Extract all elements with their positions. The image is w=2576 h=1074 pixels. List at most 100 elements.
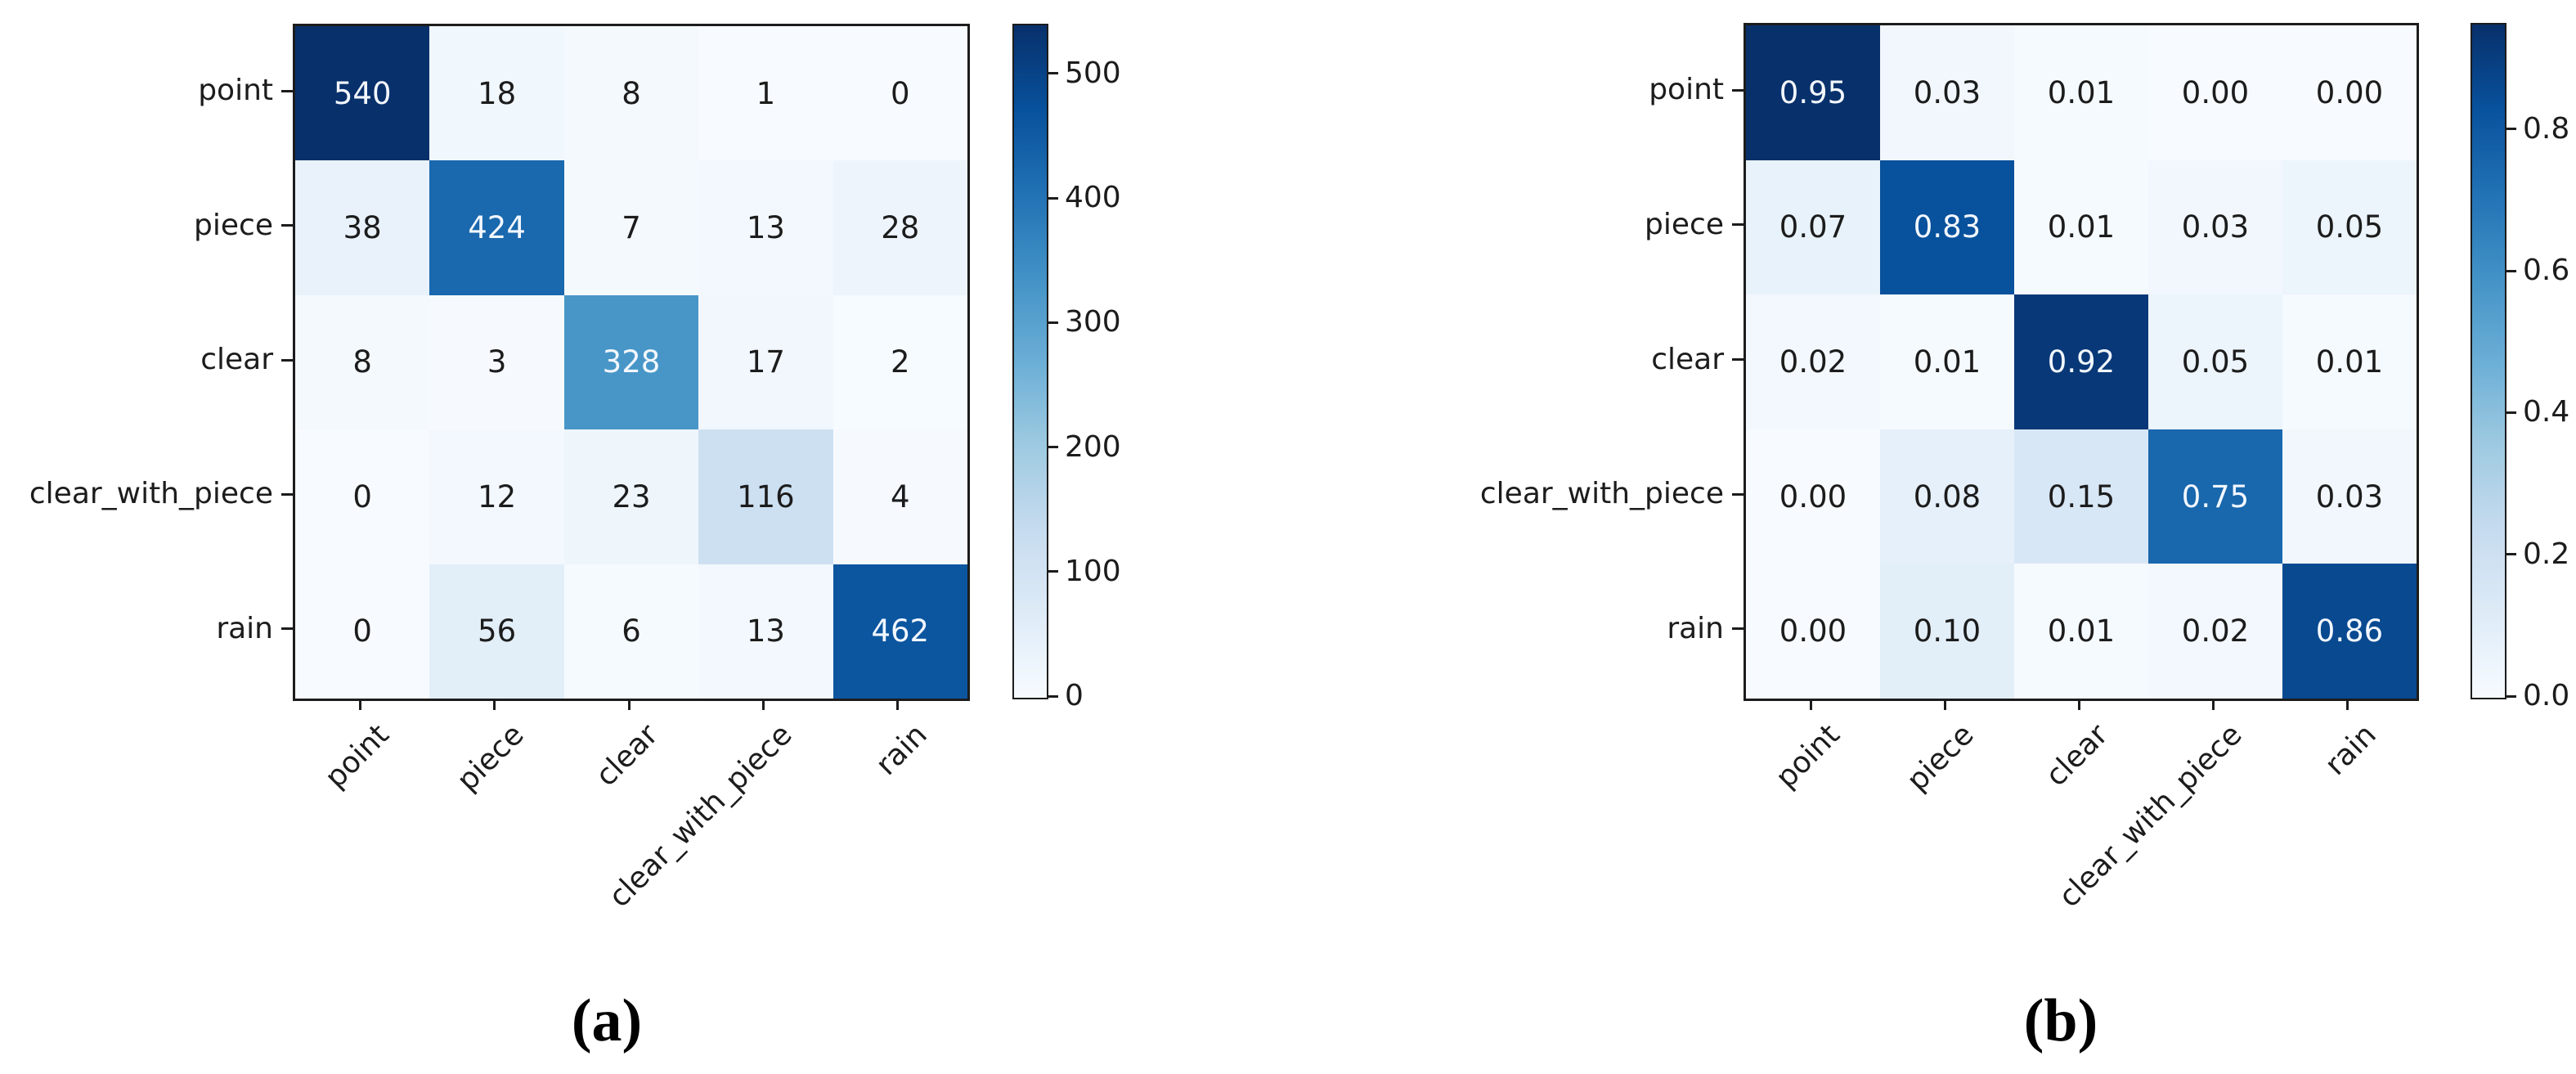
matrix-cell: 0.03 [2148, 160, 2282, 295]
matrix-cell: 8 [563, 26, 699, 161]
matrix-cell: 0 [295, 564, 430, 699]
heatmap-grid: 540 18 8 1 0 38 424 7 13 28 8 3 328 17 2 0 12 23 116 4 0 56 6 1… [293, 24, 970, 701]
matrix-cell: 56 [429, 564, 564, 699]
x-tick-mark [2077, 699, 2080, 710]
colorbar-tick-label: 0.2 [2523, 537, 2570, 571]
matrix-cell: 13 [698, 160, 833, 295]
y-tick-mark [1732, 492, 1744, 496]
y-tick-label: piece [1645, 207, 1724, 241]
colorbar-tick-mark [2506, 128, 2516, 131]
matrix-cell: 0.00 [1746, 564, 1880, 699]
matrix-cell: 0.01 [2014, 25, 2148, 160]
colorbar-tick-label: 300 [1065, 305, 1121, 339]
x-tick-mark [358, 699, 361, 710]
y-tick-label: clear_with_piece [1479, 477, 1724, 511]
y-tick-mark [1732, 88, 1744, 92]
colorbar [2471, 23, 2506, 699]
matrix-cell: 0.02 [2148, 564, 2282, 699]
matrix-cell: 0 [832, 26, 967, 161]
matrix-cell: 540 [295, 26, 430, 161]
matrix-cell: 13 [698, 564, 833, 699]
matrix-cell: 0.83 [1880, 160, 2014, 295]
y-tick-mark [281, 224, 293, 227]
y-tick-label: point [1649, 73, 1724, 107]
matrix-cell: 7 [563, 160, 699, 295]
colorbar-tick-mark [1048, 570, 1058, 573]
matrix-cell: 2 [832, 294, 967, 430]
y-tick-label: rain [216, 611, 273, 645]
matrix-cell: 0.00 [2148, 25, 2282, 160]
colorbar-tick-mark [2506, 269, 2516, 272]
colorbar-tick-mark [1048, 446, 1058, 449]
colorbar-tick-label: 0.6 [2523, 254, 2570, 288]
x-tick-mark [2211, 699, 2215, 710]
matrix-cell: 0.15 [2014, 429, 2148, 564]
matrix-cell: 424 [429, 160, 564, 295]
colorbar-tick-label: 0.8 [2523, 111, 2570, 146]
y-tick-label: clear_with_piece [29, 477, 273, 511]
matrix-cell: 328 [563, 294, 699, 430]
x-tick-mark [1809, 699, 1812, 710]
matrix-cell: 23 [563, 429, 699, 564]
colorbar-tick-label: 0.4 [2523, 395, 2570, 429]
y-tick-mark [281, 627, 293, 631]
colorbar-tick-mark [1048, 196, 1058, 200]
colorbar-tick-mark [1048, 694, 1058, 698]
y-tick-mark [1732, 627, 1744, 631]
matrix-cell: 6 [563, 564, 699, 699]
x-tick-mark [761, 699, 765, 710]
matrix-cell: 0.00 [2282, 25, 2417, 160]
matrix-cell: 0.01 [2014, 564, 2148, 699]
colorbar-tick-mark [2506, 411, 2516, 414]
colorbar-tick-mark [1048, 72, 1058, 75]
y-tick-label: clear [200, 343, 273, 376]
x-tick-mark [493, 699, 496, 710]
matrix-cell: 0.01 [1880, 294, 2014, 429]
matrix-cell: 0.02 [1746, 294, 1880, 429]
matrix-cell: 38 [295, 160, 430, 295]
matrix-cell: 0.05 [2282, 160, 2417, 295]
matrix-cell: 12 [429, 429, 564, 564]
colorbar-tick-mark [1048, 321, 1058, 324]
matrix-cell: 0.03 [2282, 429, 2417, 564]
colorbar-tick-label: 200 [1065, 429, 1121, 464]
colorbar-tick-label: 100 [1065, 554, 1121, 588]
matrix-cell: 0.92 [2014, 294, 2148, 429]
matrix-cell: 0.75 [2148, 429, 2282, 564]
matrix-cell: 18 [429, 26, 564, 161]
matrix-cell: 0.00 [1746, 429, 1880, 564]
matrix-cell: 0.95 [1746, 25, 1880, 160]
matrix-cell: 3 [429, 294, 564, 430]
colorbar-tick-mark [2506, 694, 2516, 698]
matrix-cell: 0.08 [1880, 429, 2014, 564]
y-tick-mark [1732, 223, 1744, 227]
matrix-cell: 8 [295, 294, 430, 430]
matrix-cell: 4 [832, 429, 967, 564]
colorbar-tick-label: 0.0 [2523, 679, 2570, 712]
matrix-cell: 1 [698, 26, 833, 161]
y-tick-mark [281, 358, 293, 362]
x-tick-mark [2345, 699, 2349, 710]
x-tick-mark [896, 699, 900, 710]
matrix-cell: 0 [295, 429, 430, 564]
matrix-cell: 0.07 [1746, 160, 1880, 295]
y-tick-label: point [198, 74, 273, 108]
y-tick-mark [281, 492, 293, 496]
colorbar-tick-label: 400 [1065, 181, 1121, 215]
matrix-cell: 17 [698, 294, 833, 430]
colorbar-tick-mark [2506, 553, 2516, 556]
colorbar [1012, 24, 1048, 699]
x-tick-mark [1943, 699, 1946, 710]
caption-a: (a) [571, 987, 643, 1054]
y-tick-label: clear [1651, 342, 1724, 376]
colorbar-tick-label: 0 [1065, 679, 1084, 712]
y-tick-label: piece [194, 208, 273, 242]
matrix-cell: 116 [698, 429, 833, 564]
matrix-cell: 0.01 [2014, 160, 2148, 295]
matrix-cell: 0.86 [2282, 564, 2417, 699]
heatmap-grid: 0.95 0.03 0.01 0.00 0.00 0.07 0.83 0.01 0.03 0.05… [1744, 23, 2419, 701]
matrix-cell: 0.03 [1880, 25, 2014, 160]
matrix-cell: 462 [832, 564, 967, 699]
y-tick-label: rain [1667, 611, 1724, 645]
matrix-cell: 0.05 [2148, 294, 2282, 429]
